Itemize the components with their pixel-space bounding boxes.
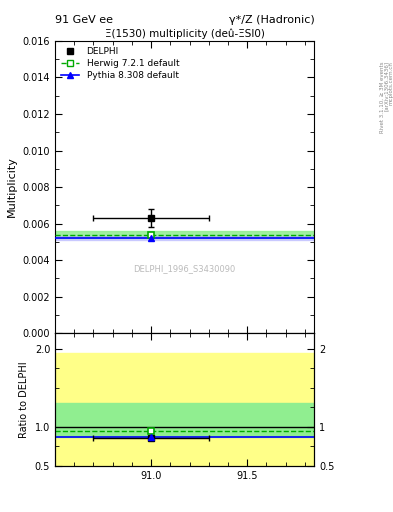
Text: [arXiv:1306.3436]: [arXiv:1306.3436]: [384, 61, 389, 112]
Text: 91 GeV ee: 91 GeV ee: [55, 14, 113, 25]
Text: γ*/Z (Hadronic): γ*/Z (Hadronic): [229, 14, 314, 25]
Y-axis label: Multiplicity: Multiplicity: [7, 157, 17, 218]
Title: Ξ(1530) multiplicity (deû-ΞSI0): Ξ(1530) multiplicity (deû-ΞSI0): [105, 28, 264, 39]
Text: mcplots.cern.ch: mcplots.cern.ch: [388, 61, 393, 105]
Y-axis label: Ratio to DELPHI: Ratio to DELPHI: [19, 361, 29, 438]
Legend: DELPHI, Herwig 7.2.1 default, Pythia 8.308 default: DELPHI, Herwig 7.2.1 default, Pythia 8.3…: [59, 46, 181, 81]
Text: Rivet 3.1.10, ≥ 3M events: Rivet 3.1.10, ≥ 3M events: [380, 61, 384, 133]
Text: DELPHI_1996_S3430090: DELPHI_1996_S3430090: [134, 264, 236, 273]
